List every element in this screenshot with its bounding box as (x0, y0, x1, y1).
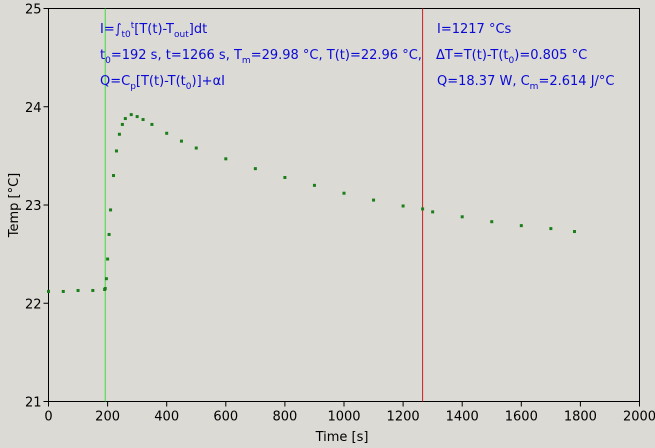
data-point (490, 220, 494, 224)
annotation-delta-t: ΔT=T(t)-T(t0)=0.805 °C (436, 48, 587, 66)
data-point (141, 118, 145, 122)
x-tick-label: 1800 (564, 410, 597, 425)
data-point (431, 210, 435, 214)
data-point (91, 288, 95, 292)
data-point (109, 208, 113, 212)
y-tick-label: 22 (25, 297, 42, 312)
data-series (47, 113, 576, 293)
y-tick-label: 24 (25, 101, 42, 116)
y-axis-title: Temp [°C] (7, 173, 22, 239)
y-tick-label: 25 (25, 3, 42, 18)
x-tick-label: 1200 (387, 410, 420, 425)
y-tick-label: 21 (25, 396, 42, 411)
data-point (112, 174, 116, 178)
data-point (401, 204, 405, 208)
data-point (372, 198, 376, 202)
data-point (342, 191, 346, 195)
x-tick-label: 400 (154, 410, 179, 425)
data-point (283, 175, 287, 179)
data-point (103, 287, 107, 291)
y-axis-ticks: 21 22 23 24 25 (25, 3, 49, 411)
data-point (123, 117, 127, 121)
x-axis-title: Time [s] (315, 430, 369, 445)
data-point (76, 288, 80, 292)
y-tick-label: 23 (25, 199, 42, 214)
data-point (114, 149, 118, 153)
x-tick-label: 1000 (327, 410, 360, 425)
x-tick-label: 1600 (505, 410, 538, 425)
data-point (179, 139, 183, 143)
annotation-heat-capacity: Q=18.37 W, Cm=2.614 J/°C (437, 74, 615, 92)
data-point (135, 115, 139, 119)
data-point (129, 113, 133, 117)
data-point (519, 224, 523, 228)
annotation-integral-formula: I=∫t0t[T(t)-Tout]dt (100, 21, 207, 40)
annotation-parameters: t0=192 s, t=1266 s, Tm=29.98 °C, T(t)=22… (100, 48, 422, 66)
x-axis-ticks: 0 200 400 600 800 1000 1200 1400 1600 1800 2000 (44, 401, 655, 425)
data-point (549, 227, 553, 231)
x-tick-label: 600 (213, 410, 238, 425)
marker-lines (104, 8, 424, 402)
data-point (460, 215, 464, 219)
data-point (150, 122, 154, 126)
data-point (120, 122, 124, 126)
x-tick-label: 800 (272, 410, 297, 425)
data-point (224, 157, 228, 161)
data-point (104, 277, 108, 281)
annotation-integral-value: I=1217 °Cs (437, 22, 512, 37)
x-tick-label: 1400 (446, 410, 479, 425)
annotation-heat-formula: Q=Cp[T(t)-T(t0)]+αI (100, 74, 225, 92)
data-point (165, 131, 169, 135)
data-point (312, 183, 316, 187)
x-tick-label: 2000 (623, 410, 655, 425)
data-point (253, 167, 257, 171)
data-point (194, 146, 198, 150)
data-point (106, 257, 110, 261)
data-point (421, 207, 425, 211)
plot-area (48, 8, 640, 402)
data-point (117, 132, 121, 136)
data-point (47, 289, 50, 293)
x-tick-label: 200 (95, 410, 120, 425)
data-point (61, 289, 65, 293)
data-point (107, 232, 111, 236)
data-point (572, 230, 576, 234)
x-tick-label: 0 (44, 410, 52, 425)
